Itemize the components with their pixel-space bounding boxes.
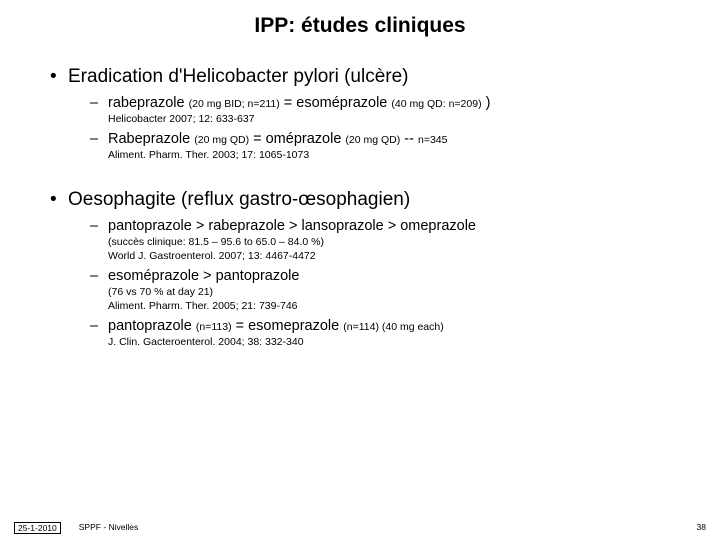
drug-text: Rabeprazole (108, 131, 194, 147)
n-text: n=345 (418, 134, 448, 146)
section-eradication: Eradication d'Helicobacter pylori (ulcèr… (50, 66, 690, 163)
slide-title: IPP: études cliniques (0, 0, 720, 48)
drug-text: = esoméprazole (280, 95, 392, 111)
slide-content: Eradication d'Helicobacter pylori (ulcèr… (0, 66, 720, 350)
section-heading: Oesophagite (reflux gastro-œsophagien) (68, 189, 410, 210)
drug-text: = esomeprazole (232, 318, 344, 334)
drug-text: esoméprazole > pantoprazole (108, 268, 299, 284)
slide: IPP: études cliniques Eradication d'Heli… (0, 0, 720, 540)
dose-text: (20 mg BID; n=211) (189, 98, 280, 110)
section-oesophagite: Oesophagite (reflux gastro-œsophagien) p… (50, 189, 690, 350)
study-item: esoméprazole > pantoprazole (76 vs 70 % … (90, 267, 690, 313)
dose-text: (20 mg QD) (345, 134, 400, 146)
reference: World J. Gastroenterol. 2007; 13: 4467-4… (108, 250, 690, 263)
section-heading: Eradication d'Helicobacter pylori (ulcèr… (68, 66, 409, 87)
sub-list: rabeprazole (20 mg BID; n=211) = esomépr… (90, 94, 690, 163)
bullet-list: Eradication d'Helicobacter pylori (ulcèr… (50, 66, 690, 350)
reference: Aliment. Pharm. Ther. 2005; 21: 739-746 (108, 300, 690, 313)
dose-text: (20 mg QD) (194, 134, 249, 146)
reference: Aliment. Pharm. Ther. 2003; 17: 1065-107… (108, 149, 690, 162)
n-text: (n=113) (196, 321, 232, 333)
study-item: pantoprazole (n=113) = esomeprazole (n=1… (90, 317, 690, 349)
drug-text: = oméprazole (249, 131, 345, 147)
dose-text: (40 mg QD: n=209) (391, 98, 481, 110)
note-text: (76 vs 70 % at day 21) (108, 286, 690, 299)
reference: J. Clin. Gacteroenterol. 2004; 38: 332-3… (108, 336, 690, 349)
note-text: (succès clinique: 81.5 – 95.6 to 65.0 – … (108, 236, 690, 249)
n-text: (n=114) (40 mg each) (343, 321, 443, 333)
footer-date: 25-1-2010 (14, 522, 61, 535)
reference: Helicobacter 2007; 12: 633-637 (108, 113, 690, 126)
drug-text: rabeprazole (108, 95, 189, 111)
sep-text: -- (400, 131, 418, 147)
study-item: pantoprazole > rabeprazole > lansoprazol… (90, 217, 690, 263)
sub-list: pantoprazole > rabeprazole > lansoprazol… (90, 217, 690, 350)
study-item: rabeprazole (20 mg BID; n=211) = esomépr… (90, 94, 690, 126)
study-item: Rabeprazole (20 mg QD) = oméprazole (20 … (90, 130, 690, 162)
footer-center: SPPF - Nivelles (61, 522, 686, 535)
tail-text: ) (482, 95, 491, 111)
footer: 25-1-2010 SPPF - Nivelles 38 (0, 522, 720, 535)
drug-text: pantoprazole > rabeprazole > lansoprazol… (108, 218, 476, 234)
drug-text: pantoprazole (108, 318, 196, 334)
footer-page: 38 (686, 522, 706, 535)
